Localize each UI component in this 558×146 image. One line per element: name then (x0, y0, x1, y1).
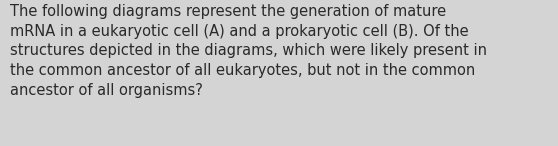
Text: The following diagrams represent the generation of mature
mRNA in a eukaryotic c: The following diagrams represent the gen… (10, 4, 487, 98)
